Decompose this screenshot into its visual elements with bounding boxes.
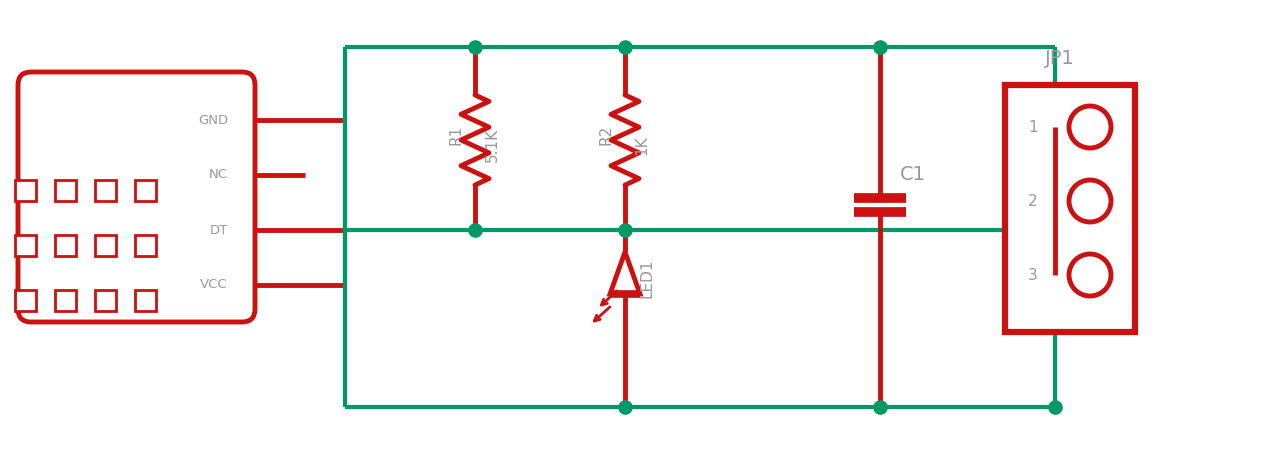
Text: 1K: 1K — [634, 135, 649, 155]
Text: R2: R2 — [599, 125, 614, 145]
Text: 5.1K: 5.1K — [484, 128, 499, 162]
Point — [465, 226, 485, 234]
Point — [615, 43, 636, 51]
Text: C1: C1 — [900, 165, 926, 185]
FancyBboxPatch shape — [14, 289, 35, 310]
FancyBboxPatch shape — [14, 234, 35, 255]
Text: LED1: LED1 — [639, 258, 654, 298]
Bar — [1005, 85, 1135, 332]
Text: DT: DT — [209, 223, 228, 237]
FancyBboxPatch shape — [135, 289, 155, 310]
FancyBboxPatch shape — [95, 180, 116, 201]
FancyBboxPatch shape — [18, 72, 255, 322]
FancyBboxPatch shape — [135, 180, 155, 201]
Point — [870, 43, 890, 51]
Point — [465, 43, 485, 51]
Point — [1045, 404, 1066, 411]
FancyBboxPatch shape — [54, 180, 76, 201]
Point — [870, 404, 890, 411]
FancyBboxPatch shape — [54, 289, 76, 310]
Text: NC: NC — [209, 169, 228, 181]
Text: GND: GND — [198, 113, 228, 127]
FancyBboxPatch shape — [95, 289, 116, 310]
FancyBboxPatch shape — [14, 180, 35, 201]
Text: 2: 2 — [1028, 193, 1038, 208]
Text: 3: 3 — [1028, 267, 1038, 282]
Point — [615, 226, 636, 234]
FancyBboxPatch shape — [135, 234, 155, 255]
FancyBboxPatch shape — [54, 234, 76, 255]
Text: 1: 1 — [1028, 119, 1038, 134]
Text: JP1: JP1 — [1045, 49, 1074, 68]
Point — [615, 404, 636, 411]
Text: VCC: VCC — [200, 278, 228, 292]
Text: R1: R1 — [449, 125, 464, 145]
FancyBboxPatch shape — [95, 234, 116, 255]
